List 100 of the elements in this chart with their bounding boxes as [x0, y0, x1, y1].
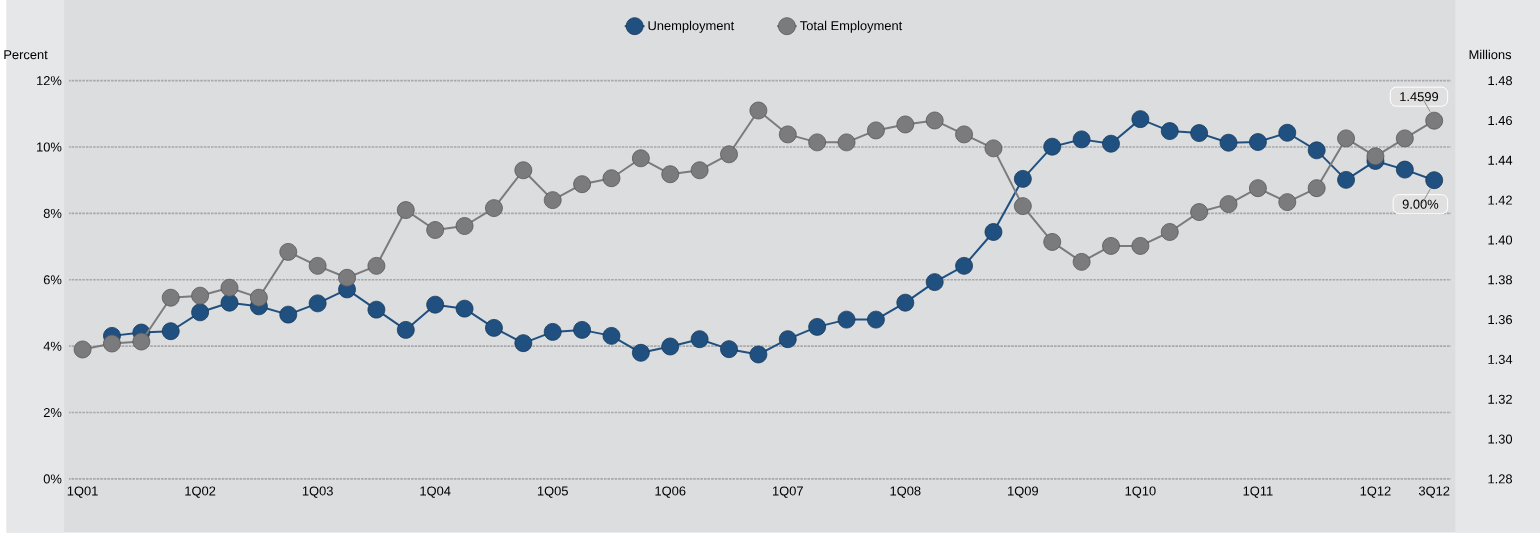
point: [1043, 233, 1062, 251]
point: [720, 145, 738, 164]
point: [631, 149, 650, 168]
data-label: 9.00%: [1402, 199, 1439, 209]
point: [661, 165, 680, 184]
point: [1102, 134, 1120, 153]
point: [1219, 134, 1238, 152]
point: [602, 169, 621, 188]
y2-axis-title: Millions: [1469, 49, 1512, 60]
y2-tick-label: 1.38: [1488, 275, 1513, 285]
point: [1425, 171, 1444, 190]
point: [367, 257, 386, 275]
point: [573, 321, 591, 339]
point: [338, 269, 356, 287]
point: [308, 294, 327, 313]
point: [631, 344, 650, 362]
point: [925, 273, 944, 292]
point: [191, 303, 209, 322]
point: [1160, 223, 1179, 242]
y2-tick-label: 1.40: [1488, 235, 1513, 245]
y2-tick-label: 1.32: [1488, 394, 1512, 404]
point: [279, 243, 298, 261]
point: [1160, 122, 1179, 141]
point: [1043, 137, 1062, 156]
legend-label: Unemployment: [648, 20, 735, 33]
point: [514, 161, 533, 180]
point: [984, 223, 1003, 242]
point: [1307, 179, 1326, 198]
point: [808, 133, 827, 152]
x-tick-label: 1Q09: [1008, 486, 1038, 499]
point: [132, 332, 151, 351]
x-tick-label: 1Q04: [420, 486, 451, 499]
point: [1395, 129, 1414, 148]
point: [1395, 160, 1414, 179]
point: [1278, 193, 1297, 212]
point: [220, 293, 239, 312]
point: [191, 287, 209, 305]
y-tick-label: 10%: [37, 142, 62, 152]
point: [690, 330, 709, 349]
point: [955, 125, 973, 144]
point: [514, 334, 533, 353]
point: [396, 201, 415, 220]
point: [1249, 179, 1267, 198]
y2-tick-label: 1.44: [1488, 156, 1513, 165]
y2-tick-label: 1.48: [1488, 76, 1513, 86]
x-tick-label: 1Q12: [1360, 486, 1391, 499]
point: [867, 310, 885, 329]
x-tick-label: 1Q03: [302, 486, 333, 499]
point: [1131, 237, 1150, 255]
point: [778, 330, 797, 349]
point: [837, 310, 856, 329]
point: [720, 340, 738, 359]
point: [1102, 237, 1120, 255]
point: [103, 334, 121, 353]
point: [426, 221, 445, 240]
point: [485, 319, 503, 337]
y-tick-label: 4%: [43, 341, 62, 351]
point: [749, 345, 768, 364]
x-tick-label: 1Q06: [655, 486, 686, 499]
y-tick-label: 12%: [37, 76, 62, 86]
point: [455, 217, 474, 236]
point: [220, 279, 239, 297]
y-tick-label: 8%: [43, 208, 62, 219]
point: [485, 199, 503, 218]
x-tick-label: 1Q10: [1125, 486, 1156, 499]
y2-tick-label: 1.28: [1488, 474, 1513, 484]
point: [984, 139, 1003, 158]
point: [896, 115, 915, 134]
y-tick-label: 6%: [43, 275, 62, 285]
y2-tick-label: 1.36: [1488, 315, 1513, 325]
point: [1131, 110, 1150, 129]
point: [308, 257, 327, 275]
y2-tick-label: 1.42: [1488, 195, 1512, 205]
point: [279, 305, 298, 324]
point: [1072, 253, 1091, 271]
point: [396, 321, 415, 339]
point: [250, 288, 268, 307]
point: [573, 175, 591, 194]
y-tick-label: 2%: [43, 408, 62, 418]
point: [1013, 170, 1032, 188]
point: [543, 323, 562, 341]
x-tick-label: 3Q12: [1418, 486, 1450, 499]
y2-tick-label: 1.46: [1488, 116, 1513, 126]
point: [955, 257, 973, 275]
point: [1278, 124, 1297, 142]
x-tick-label: 1Q05: [537, 486, 568, 499]
point: [1013, 197, 1032, 216]
point: [808, 318, 827, 336]
point: [1337, 171, 1355, 189]
point: [690, 161, 709, 180]
point: [426, 295, 445, 314]
point: [749, 101, 768, 120]
point: [161, 288, 180, 307]
y2-tick-label: 1.30: [1488, 434, 1513, 444]
point: [1249, 133, 1267, 152]
x-tick-label: 1Q08: [890, 486, 921, 499]
point: [161, 322, 180, 341]
point: [455, 299, 474, 318]
point: [1190, 203, 1208, 222]
point: [1307, 141, 1326, 160]
